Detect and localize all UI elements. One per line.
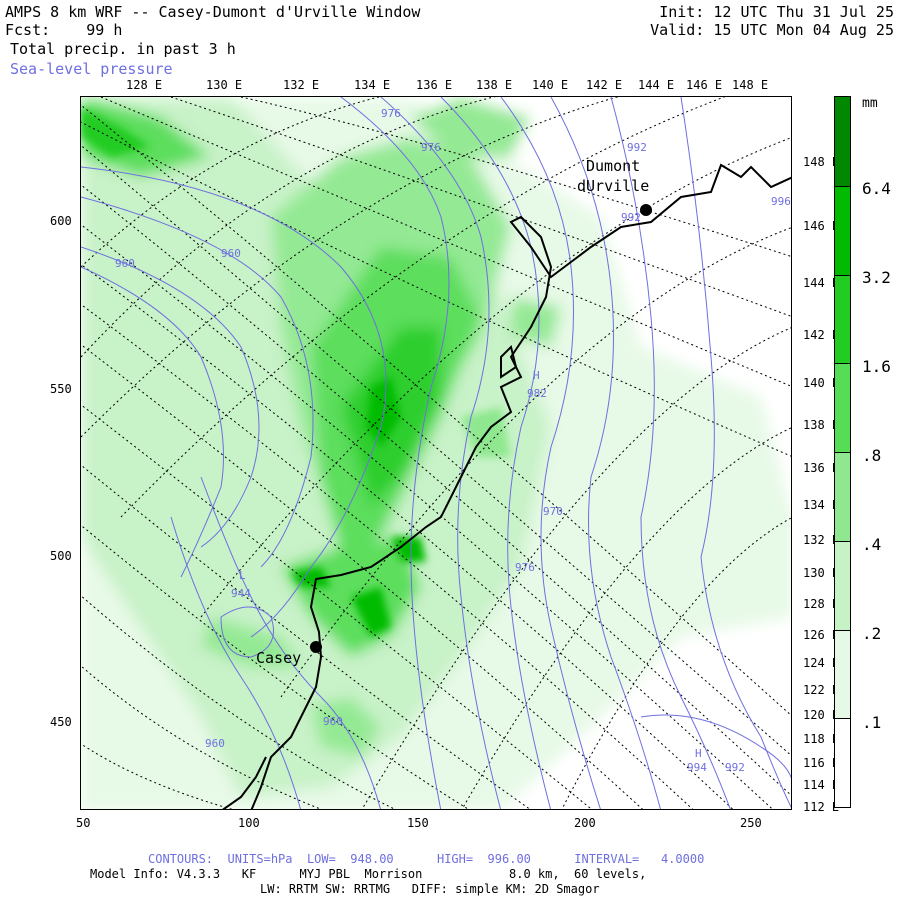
right-lon-label: 144 E bbox=[803, 276, 840, 290]
colorbar-unit: mm bbox=[862, 96, 878, 111]
pressure-label: H bbox=[533, 369, 540, 382]
pressure-label: 960 bbox=[205, 737, 225, 750]
right-lon-label: 134 E bbox=[803, 498, 840, 512]
coastline bbox=[222, 163, 791, 809]
pressure-label: 992 bbox=[725, 761, 745, 774]
x-tick-label: 250 bbox=[740, 816, 762, 830]
colorbar-segment bbox=[835, 185, 850, 275]
top-lon-label: 146 E bbox=[686, 78, 723, 92]
pressure-label: 992 bbox=[621, 211, 641, 224]
precipitation-shading bbox=[81, 97, 791, 809]
physics-info: LW: RRTM SW: RRTMG DIFF: simple KM: 2D S… bbox=[260, 882, 600, 896]
colorbar-label: .8 bbox=[862, 446, 882, 465]
dumont-durville-marker[interactable] bbox=[640, 204, 652, 216]
pressure-label: 960 bbox=[115, 257, 135, 270]
colorbar-label: .2 bbox=[862, 624, 882, 643]
colorbar-segment bbox=[835, 274, 850, 364]
pressure-contours bbox=[81, 97, 791, 809]
top-lon-label: 142 E bbox=[586, 78, 623, 92]
right-lon-label: 140 E bbox=[803, 376, 840, 390]
init-time: Init: 12 UTC Thu 31 Jul 25 bbox=[659, 3, 894, 21]
right-lon-label: 142 E bbox=[803, 328, 840, 342]
contour-info: CONTOURS: UNITS=hPa LOW= 948.00 HIGH= 99… bbox=[148, 852, 705, 866]
pressure-label: L bbox=[239, 569, 246, 582]
right-lon-label: 120 E bbox=[803, 708, 840, 722]
colorbar-label: .4 bbox=[862, 535, 882, 554]
top-lon-label: 130 E bbox=[206, 78, 243, 92]
right-lon-label: 124 E bbox=[803, 656, 840, 670]
colorbar-segment bbox=[835, 718, 850, 807]
right-lon-label: 136 E bbox=[803, 461, 840, 475]
colorbar-segment bbox=[835, 452, 850, 541]
colorbar-segment bbox=[835, 97, 850, 186]
right-lon-label: 148 E bbox=[803, 155, 840, 169]
pressure-label: 994 bbox=[687, 761, 707, 774]
colorbar-label: 1.6 bbox=[862, 357, 891, 376]
x-tick-label: 50 bbox=[76, 816, 91, 830]
dumont-label-line1: Dumont bbox=[586, 157, 641, 175]
pressure-label: 970 bbox=[543, 505, 563, 518]
pressure-label: 992 bbox=[627, 141, 647, 154]
right-lon-label: 112 E bbox=[803, 800, 840, 814]
right-lon-label: 130 E bbox=[803, 566, 840, 580]
pressure-label: 976 bbox=[421, 141, 441, 154]
y-tick-label: 600 bbox=[50, 214, 72, 228]
top-lon-label: 144 E bbox=[638, 78, 675, 92]
colorbar-segment bbox=[835, 363, 850, 452]
top-lon-label: 134 E bbox=[354, 78, 391, 92]
colorbar-label: .1 bbox=[862, 713, 882, 732]
pressure-label: 976 bbox=[381, 107, 401, 120]
x-tick-label: 100 bbox=[238, 816, 260, 830]
right-lon-label: 116 E bbox=[803, 756, 840, 770]
field-name: Total precip. in past 3 h bbox=[10, 40, 236, 58]
stations bbox=[310, 204, 652, 653]
top-lon-label: 136 E bbox=[416, 78, 453, 92]
forecast-hour: Fcst: 99 h bbox=[5, 21, 123, 39]
y-tick-label: 450 bbox=[50, 715, 72, 729]
x-tick-label: 200 bbox=[574, 816, 596, 830]
overlay-name: Sea-level pressure bbox=[10, 60, 173, 78]
y-tick-label: 500 bbox=[50, 549, 72, 563]
y-tick-label: 550 bbox=[50, 382, 72, 396]
top-lon-label: 132 E bbox=[283, 78, 320, 92]
right-lon-label: 122 E bbox=[803, 683, 840, 697]
casey-label: Casey bbox=[256, 649, 302, 667]
colorbar bbox=[834, 96, 851, 808]
casey-marker[interactable] bbox=[310, 641, 322, 653]
right-lon-label: 146 E bbox=[803, 219, 840, 233]
top-lon-label: 140 E bbox=[532, 78, 569, 92]
top-lon-label: 128 E bbox=[126, 78, 163, 92]
pressure-label: H bbox=[695, 747, 702, 760]
dumont-label-line2: dUrville bbox=[577, 177, 650, 195]
pressure-label: 976 bbox=[515, 561, 535, 574]
right-lon-label: 126 E bbox=[803, 628, 840, 642]
pressure-label: 996 bbox=[771, 195, 791, 208]
colorbar-segment bbox=[835, 540, 850, 630]
pressure-label: 944 bbox=[231, 587, 251, 600]
pressure-label: 982 bbox=[527, 387, 547, 400]
map-title: AMPS 8 km WRF -- Casey-Dumont d'Urville … bbox=[5, 3, 421, 21]
right-lon-label: 138 E bbox=[803, 418, 840, 432]
pressure-label: 960 bbox=[323, 715, 343, 728]
x-tick-label: 150 bbox=[407, 816, 429, 830]
precipitation-map[interactable]: Dumont dUrville Casey 976 976 992 992 96… bbox=[80, 96, 792, 810]
colorbar-label: 6.4 bbox=[862, 179, 891, 198]
valid-time: Valid: 15 UTC Mon 04 Aug 25 bbox=[650, 21, 894, 39]
map-canvas bbox=[81, 97, 791, 809]
top-lon-label: 138 E bbox=[476, 78, 513, 92]
right-lon-label: 114 E bbox=[803, 778, 840, 792]
right-lon-label: 118 E bbox=[803, 732, 840, 746]
colorbar-label: 3.2 bbox=[862, 268, 891, 287]
pressure-label: 960 bbox=[221, 247, 241, 260]
top-lon-label: 148 E bbox=[732, 78, 769, 92]
right-lon-label: 132 E bbox=[803, 533, 840, 547]
colorbar-segment bbox=[835, 629, 850, 719]
right-lon-label: 128 E bbox=[803, 597, 840, 611]
model-info: Model Info: V4.3.3 KF MYJ PBL Morrison 8… bbox=[90, 867, 647, 881]
